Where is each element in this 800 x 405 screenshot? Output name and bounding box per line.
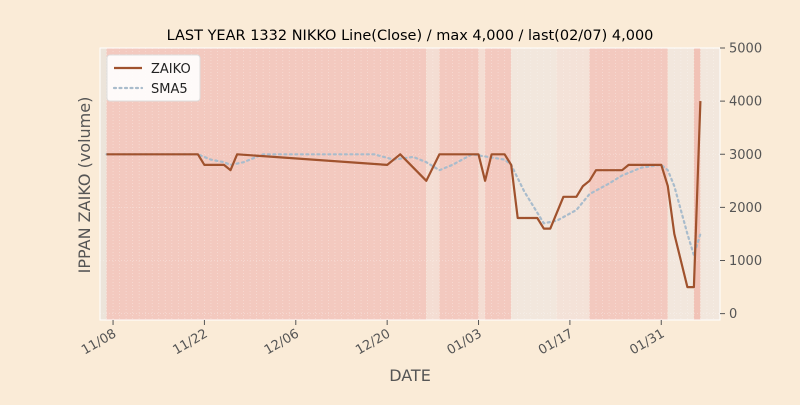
y-axis-label: IPPAN ZAIKO (volume) [75,97,94,274]
legend: ZAIKO SMA5 [106,54,201,102]
y-axis-ticks: 0 1000 2000 3000 4000 5000 [720,42,762,322]
x-tick-label: 01/03 [445,326,485,358]
x-tick-label: 11/08 [79,326,119,358]
background-band [511,48,557,320]
x-tick-label: 12/06 [262,326,302,358]
y-tick-label: 1000 [729,254,762,269]
background-band [667,48,694,320]
legend-box [106,54,201,102]
series-line-zaiko [106,101,702,289]
legend-label-zaiko: ZAIKO [151,62,191,77]
background-band [426,48,440,320]
y-tick-label: 2000 [729,201,762,216]
x-axis-ticks: 11/08 11/22 12/06 12/20 01/03 01/17 01/31 [79,320,667,358]
background-band [589,48,668,320]
y-tick-label: 3000 [729,148,762,163]
x-tick-label: 12/20 [353,326,393,358]
plot-border [99,47,721,321]
x-axis-label: DATE [389,366,431,385]
x-tick-label: 01/31 [627,326,667,358]
background-band [478,48,486,320]
x-tick-label: 01/17 [536,326,576,358]
background-band [485,48,512,320]
y-tick-label: 5000 [729,42,762,57]
background-band [700,48,720,320]
y-tick-label: 0 [729,307,737,322]
x-tick-label: 11/22 [170,326,210,358]
plot-frame [99,47,721,321]
series-layer [105,101,702,289]
background-bands [100,48,720,320]
background-band [100,48,107,320]
y-tick-label: 4000 [729,95,762,110]
chart-title: LAST YEAR 1332 NIKKO Line(Close) / max 4… [167,28,654,44]
background-band [439,48,479,320]
grid-lines [99,47,721,320]
legend-label-sma5: SMA5 [151,82,188,97]
